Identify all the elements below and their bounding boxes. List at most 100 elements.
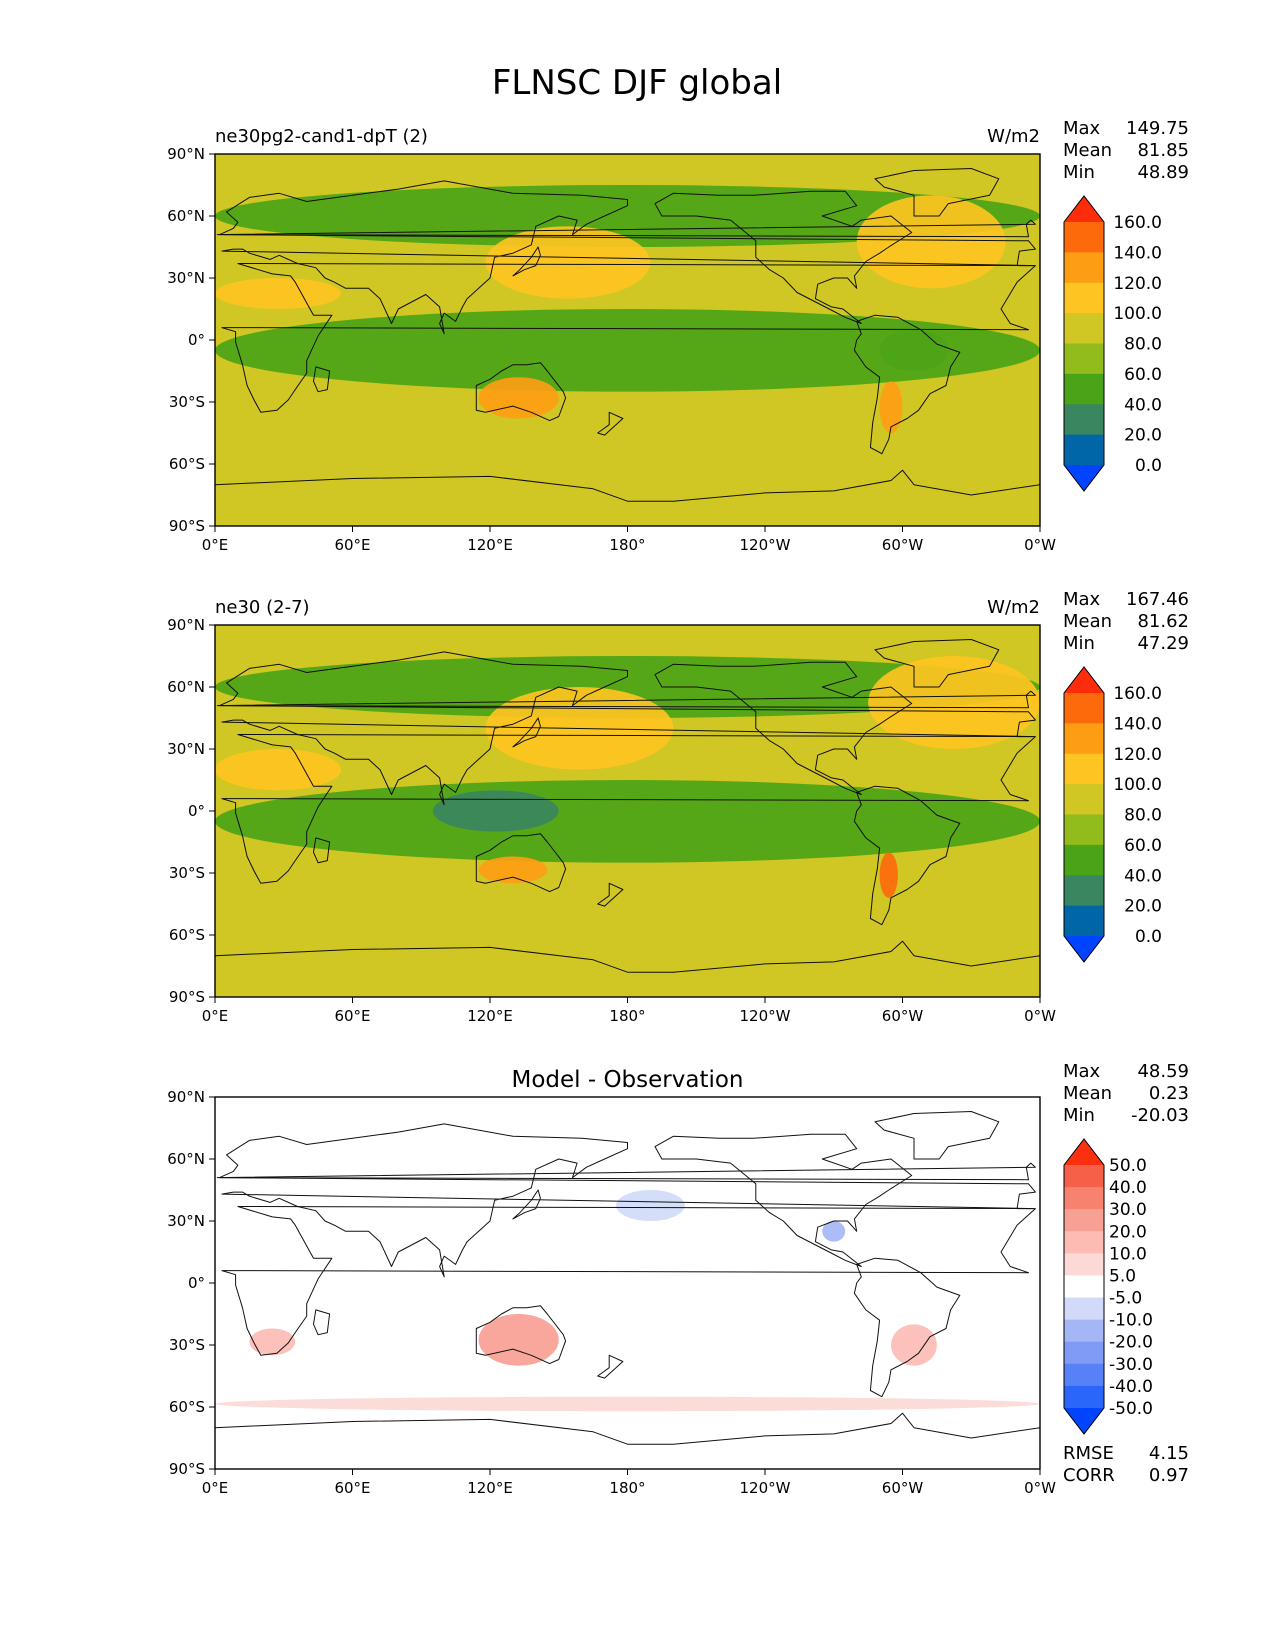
rmse-label: RMSE (1063, 1443, 1114, 1464)
field-region-north-pacific (616, 1190, 685, 1221)
x-tick-label: 120°W (740, 536, 791, 554)
x-tick-label: 120°E (467, 1007, 513, 1025)
y-tick-label: 90°N (167, 145, 205, 163)
field-region-gulf-stream (868, 656, 1040, 749)
colorbar-segment (1064, 282, 1104, 314)
stat-value: -20.03 (1131, 1105, 1189, 1126)
field-region-south-america (891, 1324, 937, 1366)
coastlines (215, 168, 1040, 526)
field-region-amazon (879, 329, 949, 372)
colorbar-tick-label: 160.0 (1113, 684, 1162, 704)
colorbar-segment (1064, 1319, 1104, 1343)
colorbar-tick-label: 60.0 (1124, 365, 1162, 385)
field-region-andes (879, 381, 903, 433)
x-tick-label: 0°W (1024, 1479, 1056, 1497)
field-region-gulf (822, 1221, 846, 1242)
y-tick-label: 60°S (169, 455, 205, 473)
map-field (215, 1097, 1040, 1469)
stat-label: Min (1063, 633, 1095, 654)
field-region-andes (879, 852, 898, 898)
colorbar-extend-max (1064, 196, 1104, 222)
stat-value: 167.46 (1126, 589, 1189, 610)
y-tick-label: 60°S (169, 1398, 205, 1416)
y-tick-label: 30°N (167, 1212, 205, 1230)
coastline-uk (216, 219, 1036, 238)
coastline-africa (221, 1206, 1036, 1356)
stat-label: Min (1063, 1105, 1095, 1126)
colorbar-tick-label: 20.0 (1124, 426, 1162, 446)
coastline-madagascar (313, 837, 331, 864)
coastline-japan (512, 1189, 541, 1220)
coastline-eurasia (219, 651, 1036, 806)
corr-label: CORR (1063, 1465, 1115, 1486)
coastline-greenland (874, 168, 1000, 217)
colorbar-tick-label: -40.0 (1109, 1377, 1153, 1397)
stat-value: 81.85 (1137, 140, 1189, 161)
colorbar-segment (1064, 1231, 1104, 1254)
stat-label: Max (1063, 1061, 1101, 1082)
stat-value: 48.59 (1137, 1061, 1189, 1082)
x-tick-label: 120°E (467, 1479, 513, 1497)
coastline-eurasia (219, 1123, 1036, 1278)
map-background (215, 1097, 1040, 1469)
field-region-maritime (432, 790, 559, 832)
colorbar-tick-label: 120.0 (1113, 274, 1162, 294)
stat-label: Mean (1063, 1083, 1112, 1104)
panel-title: ne30pg2-cand1-dpT (2) (215, 126, 428, 147)
colorbar-tick-label: 5.0 (1109, 1266, 1136, 1286)
colorbar-outline (1063, 666, 1105, 963)
stat-label: Max (1063, 118, 1101, 139)
coastline-africa (221, 734, 1036, 884)
field-region-south-africa (249, 1328, 296, 1356)
colorbar-segment (1064, 1363, 1104, 1387)
y-tick-label: 0° (188, 1274, 205, 1292)
colorbar-tick-label: -5.0 (1109, 1289, 1142, 1309)
colorbar-tick-label: 80.0 (1124, 335, 1162, 355)
x-tick-label: 180° (609, 1007, 645, 1025)
coastline-nz (597, 411, 624, 436)
coastline-nz (597, 1354, 624, 1379)
stat-value: 81.62 (1137, 611, 1189, 632)
field-region-southern-ocean (215, 1396, 1040, 1412)
colorbar-segment (1064, 693, 1104, 724)
field-region-north-mid (215, 656, 1040, 718)
colorbar-segment (1064, 1385, 1104, 1409)
x-tick-label: 60°E (334, 1479, 370, 1497)
coastline-japan (512, 717, 541, 748)
coastline-australia (475, 833, 567, 893)
coastline-madagascar (313, 366, 331, 393)
x-tick-label: 0°E (202, 1479, 229, 1497)
y-tick-label: 90°N (167, 616, 205, 634)
colorbar-segment (1064, 723, 1104, 755)
x-tick-label: 60°E (334, 536, 370, 554)
y-tick-label: 30°N (167, 740, 205, 758)
colorbar-segment (1064, 313, 1104, 344)
colorbar-segment (1064, 343, 1104, 375)
y-tick-label: 30°S (169, 393, 205, 411)
colorbar-segment (1064, 753, 1104, 785)
colorbar-tick-label: -50.0 (1109, 1399, 1153, 1419)
coastline-namerica (654, 190, 913, 324)
x-tick-label: 120°W (740, 1479, 791, 1497)
colorbar-segment (1064, 373, 1104, 405)
colorbar-tick-label: 80.0 (1124, 806, 1162, 826)
colorbar-segment (1064, 252, 1104, 284)
field-region-kuroshio (485, 226, 651, 299)
coastline-antarctica (215, 940, 1040, 997)
map-field (215, 625, 1040, 997)
y-tick-label: 30°N (167, 269, 205, 287)
stat-value: 149.75 (1126, 118, 1189, 139)
colorbar-segment (1064, 1275, 1104, 1299)
coastline-uk (216, 1162, 1036, 1181)
coastline-australia (475, 1305, 567, 1365)
field-region-australia (478, 377, 559, 419)
colorbar-outline (1063, 1138, 1105, 1435)
coastline-samerica (853, 1257, 961, 1398)
stat-value: 48.89 (1137, 162, 1189, 183)
rmse-value: 4.15 (1149, 1443, 1189, 1464)
coastline-madagascar (313, 1309, 331, 1336)
colorbar-segment (1064, 1341, 1104, 1365)
y-tick-label: 60°N (167, 207, 205, 225)
x-tick-label: 180° (609, 536, 645, 554)
corr-value: 0.97 (1149, 1465, 1189, 1486)
